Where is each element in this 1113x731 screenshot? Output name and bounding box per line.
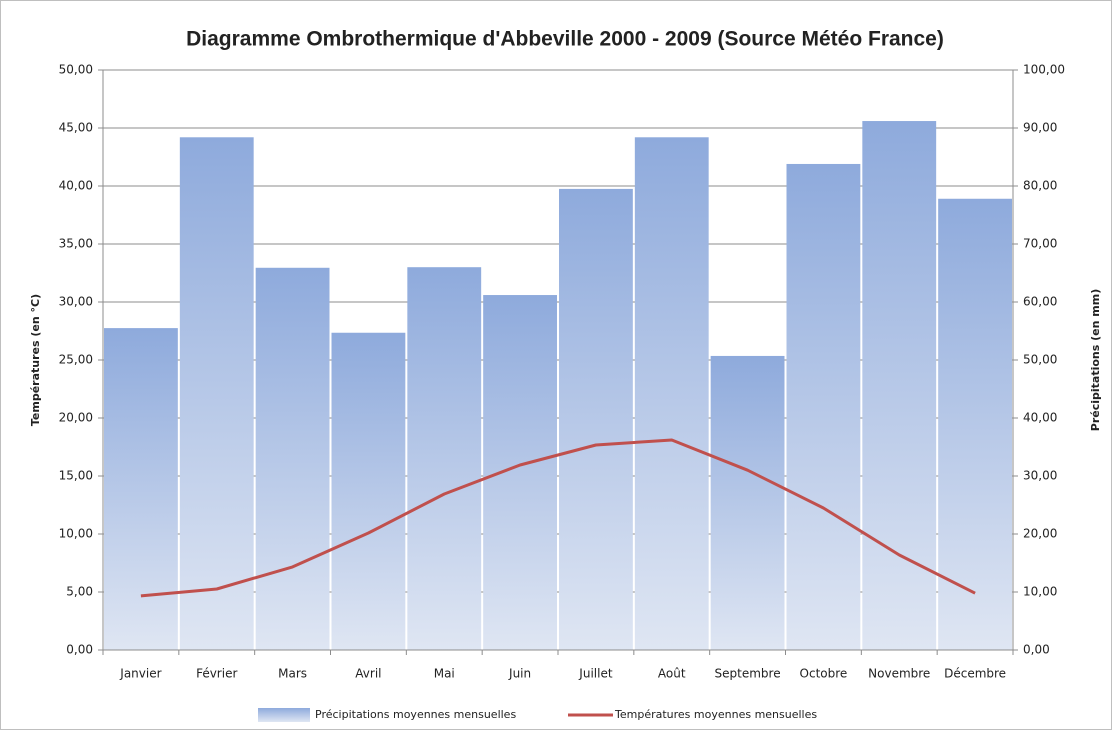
x-tick-label: Janvier	[119, 667, 161, 681]
y2-tick-label: 0,00	[1023, 643, 1050, 657]
y-tick-label: 45,00	[59, 121, 93, 135]
chart-title: Diagramme Ombrothermique d'Abbeville 200…	[186, 28, 944, 51]
line	[140, 438, 976, 598]
y2-tick-label: 40,00	[1023, 411, 1057, 425]
bar	[862, 121, 937, 651]
x-tick-label: Mars	[278, 667, 307, 681]
legend-label: Températures moyennes mensuelles	[614, 708, 817, 721]
y2-tick-label: 70,00	[1023, 237, 1057, 251]
y-tick-label: 30,00	[59, 295, 93, 309]
bar	[104, 328, 178, 650]
x-tick-label: Août	[658, 667, 686, 681]
y-tick-label: 25,00	[59, 353, 93, 367]
y-axis-title: Températures (en °C)	[29, 294, 42, 426]
x-tick-label: Novembre	[868, 667, 930, 681]
bar	[179, 137, 254, 650]
y2-tick-label: 10,00	[1023, 585, 1057, 599]
bar	[634, 137, 709, 650]
y-tick-label: 50,00	[59, 63, 93, 77]
y2-tick-label: 60,00	[1023, 295, 1057, 309]
y-tick-label: 15,00	[59, 469, 93, 483]
x-tick-label: Juillet	[578, 667, 613, 681]
x-tick-label: Avril	[355, 667, 381, 681]
legend-swatch	[258, 708, 310, 722]
bar	[938, 198, 1012, 650]
y-tick-label: 40,00	[59, 179, 93, 193]
x-tick-label: Février	[196, 667, 237, 681]
y-tick-label: 35,00	[59, 237, 93, 251]
bar	[407, 267, 482, 650]
bar	[559, 188, 633, 650]
bar	[483, 295, 557, 650]
bar	[710, 355, 785, 650]
y-tick-label: 0,00	[66, 643, 93, 657]
legend-label: Précipitations moyennes mensuelles	[315, 708, 516, 721]
x-tick-label: Septembre	[715, 667, 781, 681]
y-tick-label: 5,00	[66, 585, 93, 599]
bar	[786, 163, 861, 650]
y2-tick-label: 50,00	[1023, 353, 1057, 367]
x-tick-label: Juin	[508, 667, 531, 681]
y2-axis-title: Précipitations (en mm)	[1089, 289, 1102, 431]
y2-tick-label: 100,00	[1023, 63, 1065, 77]
x-tick-label: Mai	[434, 667, 455, 681]
x-tick-label: Décembre	[944, 667, 1006, 681]
bar	[331, 332, 406, 650]
x-tick-label: Octobre	[800, 667, 848, 681]
y2-tick-label: 90,00	[1023, 121, 1057, 135]
y2-tick-label: 20,00	[1023, 527, 1057, 541]
y2-tick-label: 80,00	[1023, 179, 1057, 193]
y-tick-label: 10,00	[59, 527, 93, 541]
bar	[255, 267, 330, 650]
y2-tick-label: 30,00	[1023, 469, 1057, 483]
y-tick-label: 20,00	[59, 411, 93, 425]
